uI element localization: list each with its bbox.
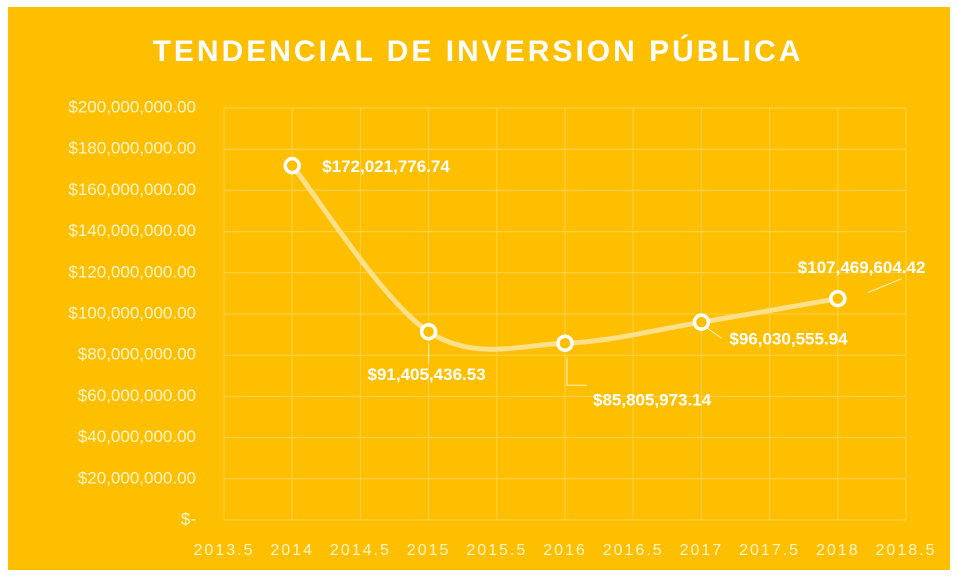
- data-label: $85,805,973.14: [593, 391, 712, 410]
- data-label: $172,021,776.74: [322, 157, 450, 176]
- x-tick-label: 2014.5: [330, 542, 391, 559]
- marker: [283, 156, 301, 175]
- data-label: $96,030,555.94: [729, 330, 848, 349]
- x-tick-label: 2013.5: [194, 542, 255, 559]
- x-tick-label: 2017.5: [739, 542, 800, 559]
- x-tick-label: 2015.5: [466, 542, 527, 559]
- y-tick-label: $20,000,000.00: [78, 468, 196, 487]
- y-tick-label: $200,000,000.00: [68, 97, 196, 116]
- x-tick-label: 2016: [543, 542, 587, 559]
- leader-line: [707, 327, 722, 339]
- x-tick-label: 2018: [816, 542, 860, 559]
- y-tick-label: $60,000,000.00: [78, 386, 196, 405]
- x-tick-label: 2018.5: [876, 542, 937, 559]
- marker: [692, 313, 711, 331]
- leader-line: [566, 357, 587, 386]
- x-tick-label: 2014: [270, 542, 314, 559]
- chart-background: [8, 7, 950, 570]
- data-label: $107,469,604.42: [798, 258, 926, 277]
- x-tick-label: 2017: [680, 542, 724, 559]
- chart-title: TENDENCIAL DE INVERSION PÚBLICA: [153, 34, 804, 68]
- y-tick-label: $160,000,000.00: [68, 180, 196, 199]
- leader-line: [867, 278, 902, 294]
- y-tick-label: $120,000,000.00: [68, 262, 196, 281]
- x-tick-label: 2015: [407, 542, 451, 559]
- marker: [419, 322, 438, 341]
- y-tick-label: $100,000,000.00: [68, 303, 196, 322]
- marker: [829, 289, 847, 308]
- y-tick-label: $40,000,000.00: [78, 427, 196, 446]
- line: [289, 163, 841, 352]
- y-tick-label: $140,000,000.00: [68, 221, 196, 240]
- marker: [556, 334, 574, 352]
- y-tick-label: $180,000,000.00: [68, 139, 196, 158]
- data-label: $91,405,436.53: [368, 365, 486, 384]
- y-tick-label: $-: [181, 509, 196, 528]
- x-tick-label: 2016.5: [603, 542, 664, 559]
- y-tick-label: $80,000,000.00: [78, 345, 196, 364]
